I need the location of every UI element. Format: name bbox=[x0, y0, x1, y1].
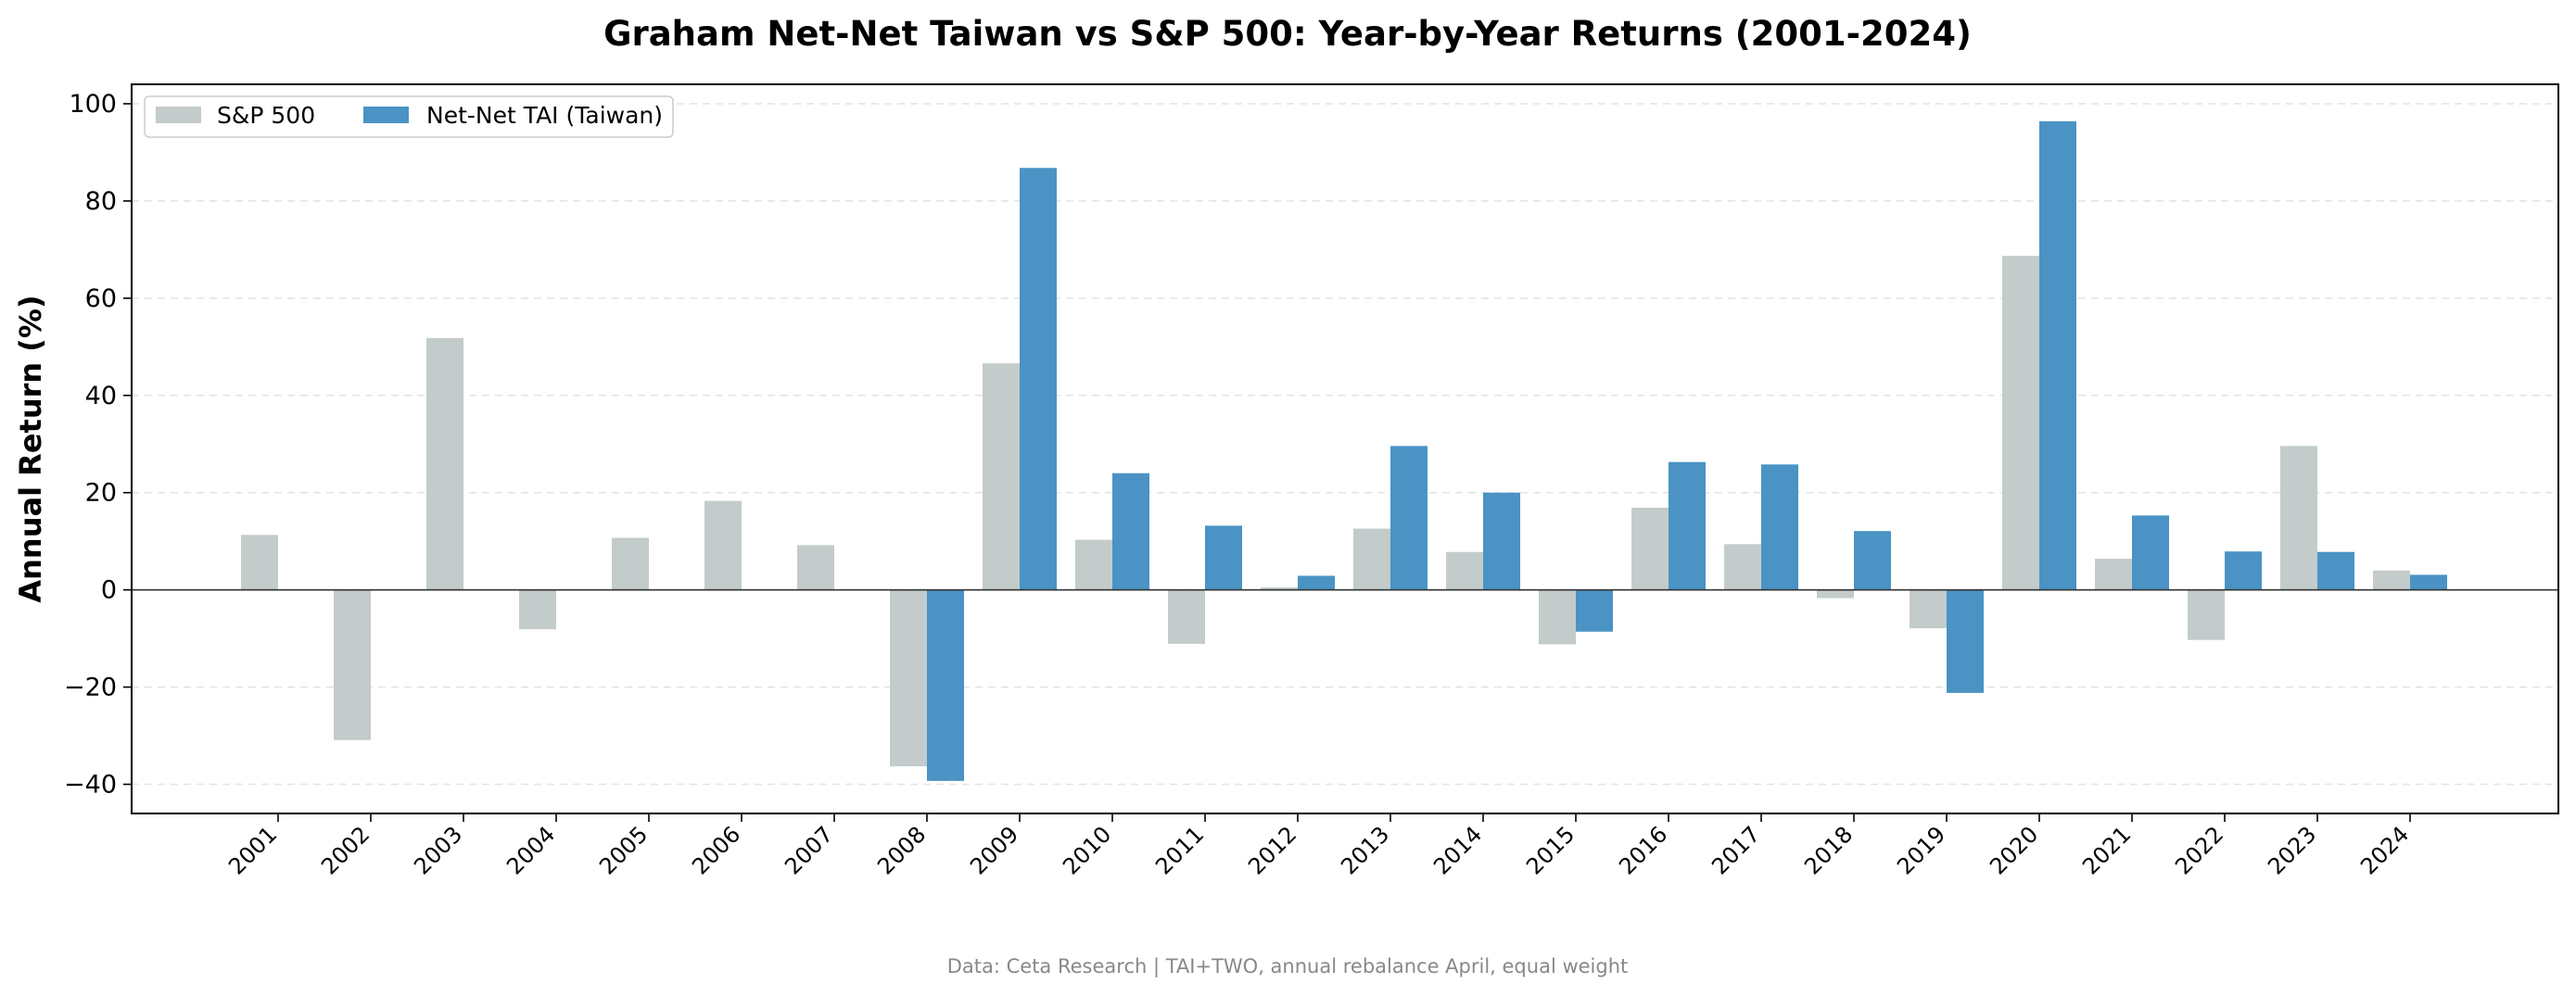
y-axis: −40 −20 0 20 40 60 80 100 bbox=[64, 90, 132, 800]
bar-sp500-2002 bbox=[334, 589, 371, 740]
bar-sp500-2018 bbox=[1817, 589, 1854, 599]
y-tick-label: 80 bbox=[85, 187, 117, 216]
bar-netnet-2014 bbox=[1483, 492, 1520, 590]
bar-netnet-2010 bbox=[1112, 473, 1149, 590]
x-tick-label: 2011 bbox=[1150, 821, 1209, 879]
x-tick-label: 2007 bbox=[780, 821, 838, 879]
bars-layer bbox=[241, 120, 2447, 781]
bar-netnet-2008 bbox=[927, 589, 964, 781]
bar-netnet-2013 bbox=[1390, 446, 1428, 590]
bar-sp500-2004 bbox=[519, 589, 556, 630]
x-tick-label: 2024 bbox=[2355, 821, 2414, 879]
bar-netnet-2016 bbox=[1669, 461, 1706, 590]
legend: S&P 500 Net-Net TAI (Taiwan) bbox=[144, 95, 674, 138]
x-tick-label: 2022 bbox=[2170, 821, 2228, 879]
bar-netnet-2011 bbox=[1205, 525, 1242, 590]
bar-netnet-2021 bbox=[2132, 515, 2169, 590]
bar-netnet-2015 bbox=[1576, 589, 1613, 632]
x-tick-label: 2014 bbox=[1428, 821, 1487, 879]
legend-swatch bbox=[363, 107, 409, 123]
y-tick-label: 0 bbox=[101, 576, 117, 605]
bar-sp500-2001 bbox=[241, 535, 278, 590]
x-tick-label: 2008 bbox=[872, 821, 931, 879]
legend-label: Net-Net TAI (Taiwan) bbox=[426, 102, 663, 129]
bar-sp500-2020 bbox=[2002, 256, 2039, 590]
bar-sp500-2003 bbox=[426, 337, 463, 590]
x-tick-label: 2021 bbox=[2077, 821, 2136, 879]
bar-netnet-2012 bbox=[1298, 575, 1335, 590]
x-tick-label: 2013 bbox=[1336, 821, 1394, 879]
x-tick-label: 2016 bbox=[1614, 821, 1672, 879]
x-tick-label: 2015 bbox=[1521, 821, 1580, 879]
bar-sp500-2015 bbox=[1539, 589, 1576, 645]
bar-sp500-2005 bbox=[612, 537, 649, 590]
bar-sp500-2011 bbox=[1168, 589, 1205, 644]
bar-netnet-2022 bbox=[2225, 551, 2262, 590]
y-tick-label: 40 bbox=[85, 382, 117, 410]
x-tick-label: 2023 bbox=[2263, 821, 2321, 879]
bar-sp500-2014 bbox=[1446, 551, 1483, 590]
x-axis: 2001 2002 2003 2004 2005 2006 2007 2008 2009 2010… bbox=[223, 813, 2414, 879]
bar-sp500-2012 bbox=[1261, 587, 1298, 590]
legend-swatch bbox=[156, 107, 201, 123]
bar-sp500-2016 bbox=[1631, 507, 1669, 590]
y-tick-label: −20 bbox=[64, 674, 117, 702]
bar-sp500-2019 bbox=[1910, 589, 1947, 629]
x-tick-label: 2018 bbox=[1799, 821, 1858, 879]
bar-sp500-2024 bbox=[2373, 570, 2410, 590]
bar-netnet-2017 bbox=[1761, 464, 1798, 590]
y-tick-label: 60 bbox=[85, 284, 117, 313]
bar-netnet-2023 bbox=[2317, 551, 2354, 590]
bar-sp500-2009 bbox=[983, 363, 1020, 590]
bar-sp500-2023 bbox=[2280, 446, 2317, 590]
y-tick-label: −40 bbox=[64, 771, 117, 800]
x-tick-label: 2012 bbox=[1243, 821, 1301, 879]
chart-title: Graham Net-Net Taiwan vs S&P 500: Year-b… bbox=[603, 14, 1972, 54]
bar-sp500-2010 bbox=[1075, 539, 1112, 590]
bar-sp500-2008 bbox=[890, 589, 927, 767]
gridlines bbox=[132, 103, 2558, 786]
x-tick-label: 2006 bbox=[687, 821, 745, 879]
footer-note: Data: Ceta Research | TAI+TWO, annual re… bbox=[947, 955, 1629, 978]
x-tick-label: 2004 bbox=[501, 821, 560, 879]
x-tick-label: 2001 bbox=[223, 821, 282, 879]
plot-frame bbox=[131, 83, 2559, 814]
bar-netnet-2018 bbox=[1854, 531, 1891, 590]
bar-sp500-2013 bbox=[1353, 528, 1390, 590]
x-tick-label: 2009 bbox=[965, 821, 1023, 879]
x-tick-label: 2017 bbox=[1707, 821, 1765, 879]
y-tick-label: 20 bbox=[85, 479, 117, 508]
x-tick-label: 2005 bbox=[594, 821, 653, 879]
bar-sp500-2017 bbox=[1724, 544, 1761, 590]
bar-sp500-2006 bbox=[704, 500, 742, 590]
bar-netnet-2024 bbox=[2410, 574, 2447, 590]
bar-netnet-2020 bbox=[2039, 120, 2076, 590]
legend-label: S&P 500 bbox=[217, 102, 315, 129]
x-tick-label: 2003 bbox=[409, 821, 467, 879]
x-tick-label: 2020 bbox=[1985, 821, 2043, 879]
y-tick-label: 100 bbox=[69, 90, 117, 119]
x-tick-label: 2019 bbox=[1892, 821, 1950, 879]
x-tick-label: 2010 bbox=[1058, 821, 1116, 879]
bar-netnet-2019 bbox=[1947, 589, 1984, 693]
bar-netnet-2009 bbox=[1020, 168, 1057, 590]
x-tick-label: 2002 bbox=[316, 821, 374, 879]
y-axis-label: Annual Return (%) bbox=[13, 295, 48, 602]
bar-sp500-2022 bbox=[2188, 589, 2225, 640]
bar-sp500-2021 bbox=[2095, 559, 2132, 590]
bar-sp500-2007 bbox=[797, 545, 834, 590]
